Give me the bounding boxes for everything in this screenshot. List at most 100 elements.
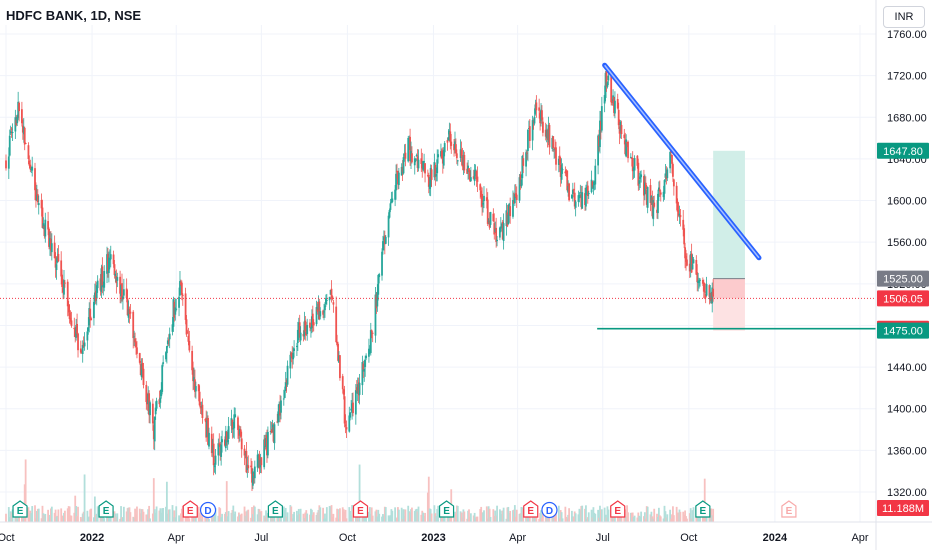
volume-bar — [263, 515, 266, 522]
candle-body — [22, 127, 25, 135]
candle-body — [133, 336, 136, 338]
volume-bar — [291, 518, 294, 522]
earnings-icon[interactable] — [523, 500, 539, 518]
candle-body — [402, 157, 405, 174]
candle-body — [498, 227, 501, 238]
earnings-icon[interactable] — [98, 500, 114, 518]
volume-bar — [224, 512, 227, 522]
currency-button[interactable]: INR — [883, 6, 925, 28]
candle-body — [298, 322, 301, 338]
earnings-marker[interactable]: E — [182, 500, 198, 518]
time-axis[interactable]: Oct 2022 Apr Jul Oct 2023 Apr Jul Oct 2024 Apr — [0, 521, 932, 544]
drawings[interactable] — [0, 62, 876, 330]
candle-body — [607, 75, 610, 81]
candle-body — [534, 104, 537, 114]
candle-body — [266, 435, 268, 456]
earnings-icon[interactable] — [695, 500, 711, 518]
candle-body — [16, 116, 19, 124]
volume-bar — [480, 506, 483, 522]
long-position-tool[interactable] — [713, 150, 745, 331]
volume-bar — [408, 511, 411, 522]
volume-bar — [391, 510, 394, 522]
candle-body — [430, 169, 433, 180]
candle-body — [41, 207, 44, 228]
candle-body — [685, 255, 687, 262]
earnings-marker[interactable]: E — [610, 500, 626, 518]
volume-bar — [66, 508, 69, 522]
volume-bar — [139, 513, 142, 522]
volume-bar — [60, 508, 63, 522]
candle-body — [433, 162, 436, 178]
volume-bar — [476, 516, 479, 522]
candle-body — [138, 353, 141, 363]
earnings-marker[interactable]: E — [781, 500, 797, 518]
symbol-title[interactable]: HDFC BANK, 1D, NSE — [6, 8, 142, 23]
target-zone[interactable] — [713, 150, 745, 279]
candle-body — [428, 184, 431, 189]
earnings-marker[interactable]: E — [267, 500, 283, 518]
candle-body — [378, 274, 381, 278]
earnings-marker[interactable]: E — [695, 500, 711, 518]
candle-body — [421, 162, 424, 169]
candle-body — [17, 101, 20, 118]
volume-bar — [351, 505, 353, 522]
volume-bar — [93, 496, 96, 522]
dividend-icon[interactable] — [199, 501, 217, 519]
volume-bar — [201, 513, 204, 522]
candle-body — [469, 170, 471, 181]
candle-body — [535, 102, 538, 111]
volume-bar — [462, 509, 465, 522]
volume-bar — [705, 515, 708, 522]
candle-body — [259, 459, 262, 468]
candle-body — [75, 325, 78, 338]
volume-bar — [482, 512, 484, 522]
volume-bar — [437, 505, 440, 522]
volume-bar — [280, 517, 282, 522]
earnings-icon[interactable] — [610, 500, 626, 518]
earnings-marker[interactable]: E — [12, 500, 28, 518]
candle-body — [370, 330, 373, 332]
volume-bar — [298, 514, 301, 522]
candle-body — [699, 279, 701, 281]
candle-body — [527, 128, 530, 130]
candle-body — [267, 432, 269, 456]
candle-body — [525, 152, 527, 167]
stop-zone[interactable] — [713, 298, 745, 331]
candle-body — [705, 284, 708, 296]
candle-body — [572, 189, 575, 191]
candle-body — [450, 141, 453, 146]
candle-body — [136, 347, 138, 354]
volume-bar — [463, 511, 466, 522]
earnings-icon[interactable] — [438, 500, 455, 518]
volume-bar — [557, 505, 560, 522]
earnings-icon[interactable] — [12, 500, 28, 518]
earnings-marker[interactable]: E — [352, 500, 369, 518]
volume-bar — [94, 514, 97, 522]
volume-bar — [483, 510, 485, 522]
earnings-icon[interactable] — [182, 500, 198, 518]
earnings-icon[interactable] — [781, 500, 797, 518]
candle-body — [377, 274, 380, 295]
candle-body — [224, 431, 227, 449]
candle-body — [482, 203, 484, 205]
candle-body — [286, 365, 289, 385]
earnings-icon[interactable] — [352, 500, 369, 518]
earnings-marker[interactable]: E — [523, 500, 539, 518]
volume-bar — [692, 507, 695, 522]
earnings-marker[interactable]: E — [438, 500, 455, 518]
candle-body — [466, 168, 469, 174]
candle-body — [606, 82, 609, 87]
candle-body — [702, 282, 705, 292]
earnings-icon[interactable] — [267, 500, 283, 518]
dividend-icon[interactable] — [541, 501, 558, 519]
dividend-marker[interactable]: D — [199, 501, 217, 519]
dividend-marker[interactable]: D — [541, 501, 558, 519]
candle-body — [610, 76, 613, 103]
candle-body — [461, 157, 464, 167]
volume-bar — [703, 478, 706, 522]
loss-zone-active[interactable] — [713, 278, 745, 299]
earnings-marker[interactable]: E — [98, 500, 114, 518]
candle-body — [44, 219, 47, 237]
